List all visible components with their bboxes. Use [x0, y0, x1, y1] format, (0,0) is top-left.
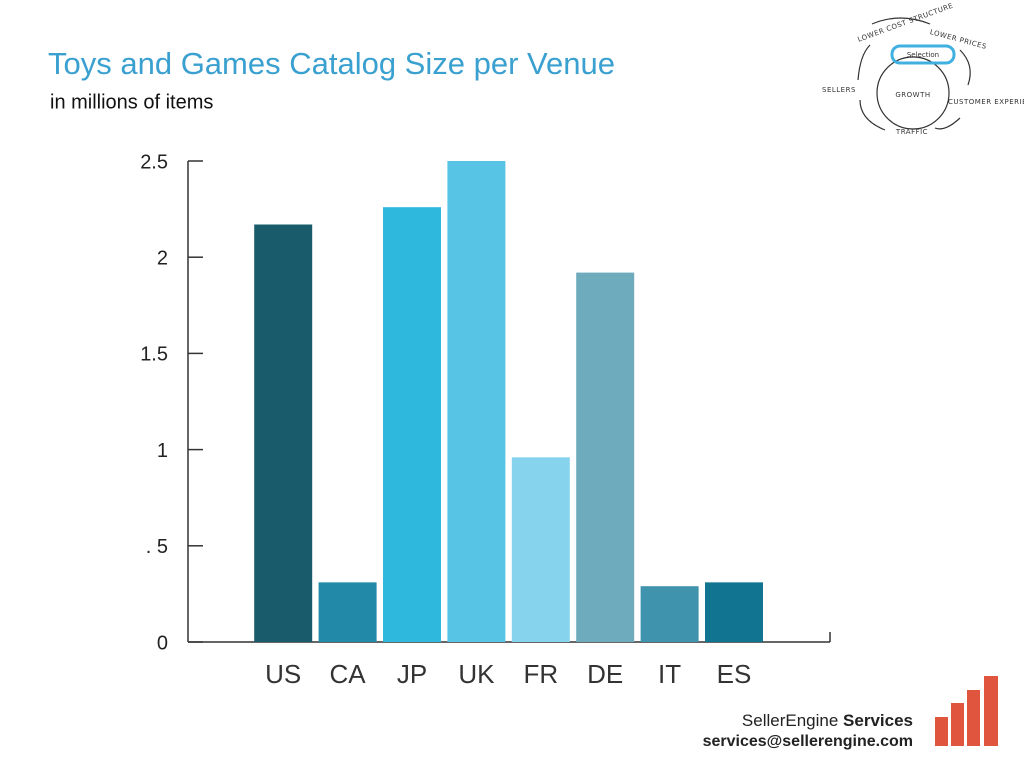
y-tick-label: 1.5	[140, 344, 168, 366]
bar	[640, 586, 699, 642]
bar	[383, 207, 441, 642]
arrow	[934, 117, 961, 130]
x-tick-label: ES	[717, 659, 752, 689]
bar	[254, 224, 313, 642]
arrow	[959, 49, 971, 86]
y-tick-label: 2	[157, 247, 168, 269]
diagram-label: LOWER PRICES	[929, 28, 988, 51]
x-tick-label: JP	[397, 659, 427, 689]
arrow	[871, 17, 931, 25]
bar	[318, 582, 377, 642]
x-tick-label: DE	[587, 659, 623, 689]
logo-bar	[951, 703, 964, 746]
x-tick-label: IT	[658, 659, 681, 689]
bar	[705, 582, 763, 642]
arrow	[857, 44, 871, 81]
bar	[511, 457, 570, 642]
logo-bar	[984, 676, 998, 746]
y-tick-label: 1	[157, 440, 168, 462]
x-tick-label: FR	[523, 659, 558, 689]
diagram-label: Selection	[907, 51, 939, 59]
selection-box	[890, 44, 956, 65]
chart-subtitle: in millions of items	[50, 91, 213, 113]
logo	[935, 676, 998, 746]
logo-bar	[967, 690, 980, 746]
diagram-label: TRAFFIC	[895, 128, 928, 136]
x-tick-label: UK	[458, 659, 495, 689]
brand-service: Services	[843, 711, 913, 730]
diagram-label: CUSTOMER EXPERIENCE	[948, 98, 1024, 106]
bar	[447, 161, 506, 642]
arrow	[859, 99, 886, 131]
chart-title: Toys and Games Catalog Size per Venue	[48, 46, 615, 81]
logo-bar	[935, 717, 948, 746]
diagram-label: GROWTH	[895, 91, 930, 99]
y-tick-label: . 5	[146, 536, 168, 558]
footer-brand: SellerEngine Services	[742, 711, 913, 730]
y-tick-label: 2.5	[140, 151, 168, 173]
flywheel-diagram	[857, 17, 971, 131]
bar	[576, 272, 635, 642]
diagram-label: SELLERS	[822, 86, 856, 94]
brand-name: SellerEngine	[742, 711, 838, 730]
x-tick-label: CA	[330, 659, 367, 689]
y-tick-label: 0	[157, 632, 168, 654]
footer-email: services@sellerengine.com	[703, 733, 913, 750]
x-tick-label: US	[265, 659, 301, 689]
growth-circle	[876, 56, 950, 130]
